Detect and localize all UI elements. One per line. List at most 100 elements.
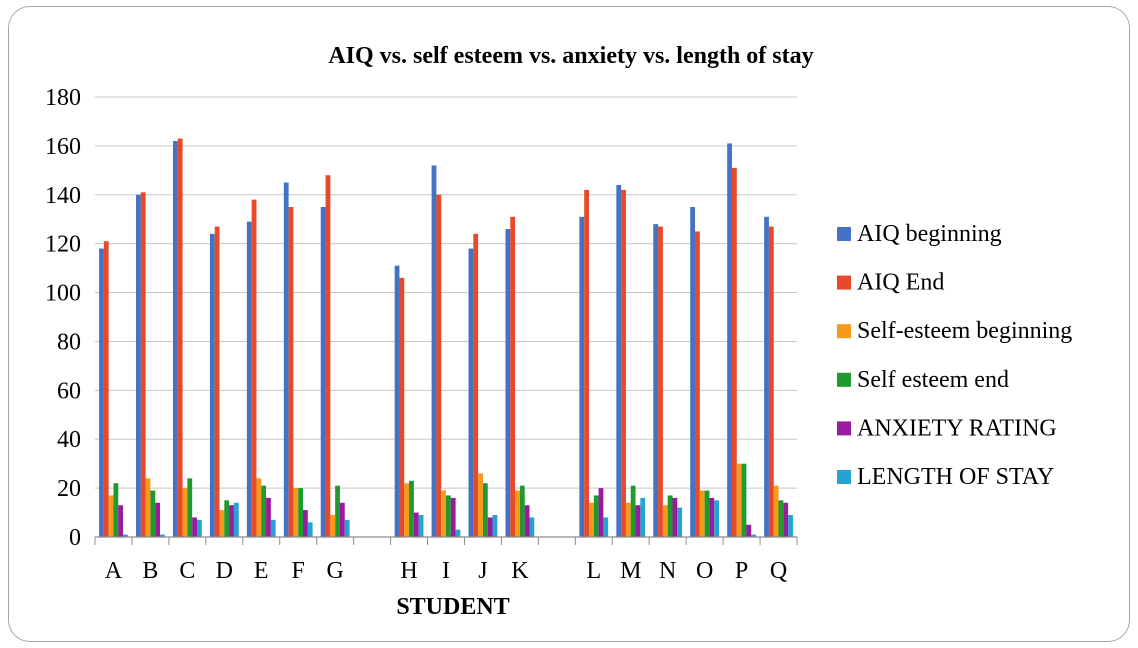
bar	[579, 217, 584, 537]
bar	[303, 510, 308, 537]
bar	[113, 483, 118, 537]
chart-frame: AIQ vs. self esteem vs. anxiety vs. leng…	[8, 6, 1130, 642]
x-tick-label: M	[620, 558, 641, 584]
bar	[788, 515, 793, 537]
bar	[326, 175, 331, 537]
bar	[293, 488, 298, 537]
legend-swatch	[837, 227, 851, 241]
x-tick-label: N	[659, 558, 676, 584]
bar	[663, 505, 668, 537]
legend-swatch	[837, 373, 851, 387]
y-tick-label: 20	[57, 476, 81, 502]
legend-label: AIQ End	[857, 270, 944, 296]
chart: AIQ vs. self esteem vs. anxiety vs. leng…	[9, 7, 1131, 643]
bar	[187, 478, 192, 537]
bar	[488, 517, 493, 537]
bar	[529, 517, 534, 537]
y-tick-label: 80	[57, 329, 81, 355]
bar	[99, 249, 104, 537]
bar	[432, 165, 437, 537]
x-tick-label: O	[696, 558, 713, 584]
legend-item: AIQ End	[837, 270, 944, 296]
bar	[714, 500, 719, 537]
bar	[631, 486, 636, 537]
bar	[441, 491, 446, 537]
x-axis-label: STUDENT	[396, 594, 509, 620]
bar	[451, 498, 456, 537]
bar	[109, 495, 114, 537]
bar	[215, 227, 220, 537]
bar	[456, 530, 461, 537]
bar	[155, 503, 160, 537]
bar	[192, 517, 197, 537]
y-tick-label: 40	[57, 427, 81, 453]
bar	[737, 464, 742, 537]
bar	[769, 227, 774, 537]
x-tick-label: I	[442, 558, 450, 584]
bar	[252, 200, 257, 537]
bar	[419, 515, 424, 537]
bar	[727, 143, 732, 537]
bar	[473, 234, 478, 537]
bar	[284, 183, 289, 537]
bar	[695, 231, 700, 537]
bar	[469, 249, 474, 537]
chart-title: AIQ vs. self esteem vs. anxiety vs. leng…	[328, 43, 813, 69]
bar	[183, 488, 188, 537]
bar	[700, 491, 705, 537]
x-tick-label: E	[254, 558, 269, 584]
bar	[493, 515, 498, 537]
legend-item: ANXIETY RATING	[837, 415, 1057, 441]
bar	[690, 207, 695, 537]
legend-item: LENGTH OF STAY	[837, 464, 1054, 490]
y-tick-label: 0	[69, 525, 81, 551]
bar	[409, 481, 414, 537]
bars	[99, 139, 793, 537]
bar	[173, 141, 178, 537]
x-tick-label: K	[511, 558, 529, 584]
bar	[321, 207, 326, 537]
x-tick-label: F	[292, 558, 305, 584]
bar	[104, 241, 109, 537]
y-tick-label: 160	[45, 134, 81, 160]
legend-item: Self-esteem beginning	[837, 318, 1072, 344]
y-tick-label: 180	[45, 85, 81, 111]
bar	[709, 498, 714, 537]
bar	[414, 513, 419, 537]
bar	[446, 495, 451, 537]
x-tick-label: J	[478, 558, 487, 584]
bar	[210, 234, 215, 537]
bar	[345, 520, 350, 537]
bar	[234, 503, 239, 537]
bar	[742, 464, 747, 537]
legend-swatch	[837, 276, 851, 290]
bar	[783, 503, 788, 537]
legend-item: AIQ beginning	[837, 221, 1002, 247]
x-tick-label: D	[216, 558, 233, 584]
bar	[340, 503, 345, 537]
bar	[404, 483, 409, 537]
bar	[584, 190, 589, 537]
bar	[224, 500, 229, 537]
bar	[271, 520, 276, 537]
legend-swatch	[837, 421, 851, 435]
bar	[746, 525, 751, 537]
bar	[261, 486, 266, 537]
y-tick-label: 100	[45, 281, 81, 307]
x-tick-label: H	[400, 558, 417, 584]
bar	[141, 192, 146, 537]
x-tick-label: B	[142, 558, 158, 584]
bar	[247, 222, 252, 537]
bar	[636, 505, 641, 537]
bar	[229, 505, 234, 537]
bar	[640, 498, 645, 537]
bar	[256, 478, 261, 537]
x-tick-label: A	[105, 558, 123, 584]
bar	[705, 491, 710, 537]
axes	[95, 537, 797, 545]
legend-label: AIQ beginning	[857, 221, 1002, 247]
legend-label: LENGTH OF STAY	[857, 464, 1054, 490]
bar	[399, 278, 404, 537]
legend-label: Self esteem end	[857, 367, 1009, 393]
legend-item: Self esteem end	[837, 367, 1009, 393]
